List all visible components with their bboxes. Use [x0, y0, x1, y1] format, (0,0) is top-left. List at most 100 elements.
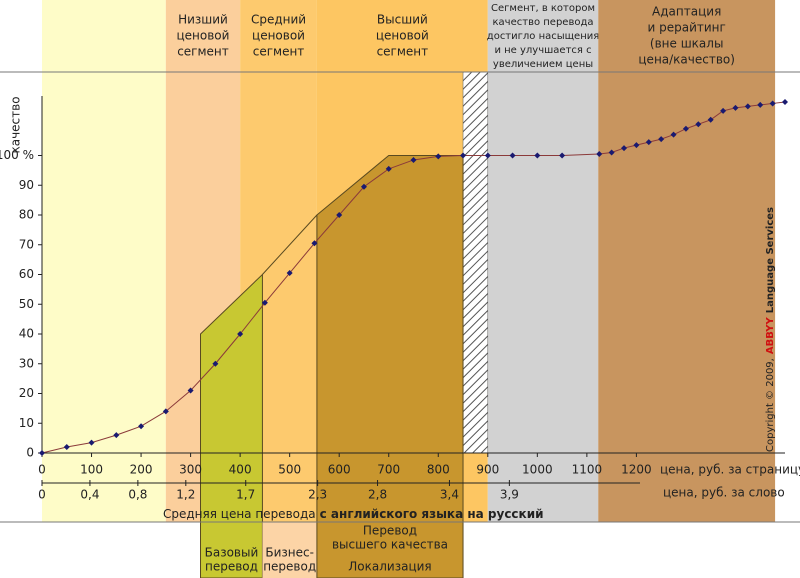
data-point: [559, 152, 566, 159]
data-point: [757, 101, 764, 108]
data-point: [707, 116, 714, 123]
y-tick-label: 60: [19, 267, 34, 281]
data-point: [360, 183, 367, 190]
segment-label: и рерайтинг: [648, 21, 726, 35]
x2-tick-label: 2,3: [308, 488, 327, 502]
segment-label: сегмент: [177, 45, 229, 59]
data-point: [633, 142, 640, 149]
data-point: [311, 240, 318, 247]
data-point: [682, 125, 689, 132]
data-point: [782, 98, 788, 105]
plot: 0 10 20 30 40 50 60 70 80 90 100 % 0 100 200 300 400 500…: [0, 96, 800, 521]
region-label: Базовый: [205, 546, 259, 560]
y-tick-label: 50: [19, 297, 34, 311]
data-point: [596, 151, 603, 158]
segment-label: сегмент: [253, 45, 305, 59]
data-point: [162, 408, 169, 415]
x2-tick-label: 1,7: [236, 488, 255, 502]
x2-tick-label: 0,4: [80, 488, 99, 502]
data-point: [63, 444, 70, 451]
copyright-text: Copyright © 2009,: [765, 358, 776, 452]
data-point: [435, 153, 442, 160]
y-tick-label: 20: [19, 386, 34, 400]
segment-label: цена/качество): [638, 53, 735, 67]
x-axis-label: цена, руб. за страницу: [660, 463, 800, 477]
region-label: высшего качества: [332, 538, 448, 552]
data-point: [460, 152, 467, 159]
y-tick-label: 70: [19, 237, 34, 251]
segment-label: сегмент: [377, 45, 429, 59]
data-point: [645, 139, 652, 146]
y-tick-label: 90: [19, 178, 34, 192]
x2-tick-label: 0: [38, 488, 46, 502]
data-point: [187, 387, 194, 394]
y-tick-label: 30: [19, 356, 34, 370]
data-point: [212, 360, 219, 367]
data-point: [744, 103, 751, 110]
data-point: [769, 100, 776, 107]
x-tick-label: 1000: [522, 463, 553, 477]
segment-label: Низший: [178, 13, 228, 27]
x2-tick-label: 2,8: [368, 488, 387, 502]
y-tick-label: 10: [19, 416, 34, 430]
data-point: [670, 131, 677, 138]
x-tick-label: 600: [328, 463, 351, 477]
x-tick-label: 800: [427, 463, 450, 477]
data-point: [509, 152, 516, 159]
segment-label: Сегмент, в котором: [491, 3, 595, 14]
data-point: [261, 299, 268, 306]
price-segment: [598, 0, 776, 522]
price-segment: [487, 0, 599, 522]
x-tick-label: 500: [278, 463, 301, 477]
data-point: [39, 450, 45, 456]
x2-axis-label: цена, руб. за слово: [663, 486, 785, 500]
data-point: [286, 270, 293, 277]
segment-label: качество перевода: [493, 17, 594, 28]
caption-text: Средняя цена перевода: [163, 507, 316, 521]
x-tick-label: 1200: [621, 463, 652, 477]
segment-label: ценовой: [177, 29, 230, 43]
segment-label: увеличением цены: [493, 59, 593, 70]
caption-bold: с английского языка на русский: [320, 507, 544, 521]
data-point: [695, 121, 702, 128]
region-column: [262, 522, 317, 578]
x-tick-label: 900: [476, 463, 499, 477]
caption: Средняя цена перевода с английского языка…: [163, 507, 544, 521]
region-label: перевод: [205, 560, 258, 574]
segment-label: Высший: [377, 13, 428, 27]
x-tick-label: 700: [377, 463, 400, 477]
segment-label: (вне шкалы: [650, 37, 724, 51]
copyright-suffix: Language Services: [765, 207, 776, 313]
region: [316, 155, 464, 578]
data-point: [88, 439, 95, 446]
segment-label: Адаптация: [652, 5, 721, 19]
price-segment: [42, 0, 166, 522]
y-tick-label: 100 %: [0, 148, 34, 162]
region: [200, 273, 263, 578]
y-axis-label: качество: [9, 96, 23, 153]
data-point: [237, 331, 244, 337]
x-tick-label: 300: [179, 463, 202, 477]
data-point: [732, 104, 739, 111]
copyright-brand: ABBYY: [765, 316, 776, 354]
hatched-zone: [462, 71, 489, 454]
data-point: [608, 149, 615, 156]
x-tick-label: 0: [38, 463, 46, 477]
segment-label: ценовой: [252, 29, 305, 43]
x-tick-label: 100: [80, 463, 103, 477]
data-point: [658, 136, 665, 143]
x-tick-label: 1100: [572, 463, 603, 477]
x2-tick-label: 0,8: [128, 488, 147, 502]
x2-tick-label: 1,2: [176, 488, 195, 502]
data-point: [336, 212, 343, 218]
data-point: [720, 107, 727, 114]
segment-label: достигло насыщения: [487, 31, 599, 42]
data-point: [534, 152, 541, 159]
region-outline: [262, 214, 318, 275]
data-point: [410, 156, 417, 163]
region-label: перевод: [263, 560, 316, 574]
y-tick-label: 40: [19, 327, 34, 341]
segment-label: ценовой: [376, 29, 429, 43]
